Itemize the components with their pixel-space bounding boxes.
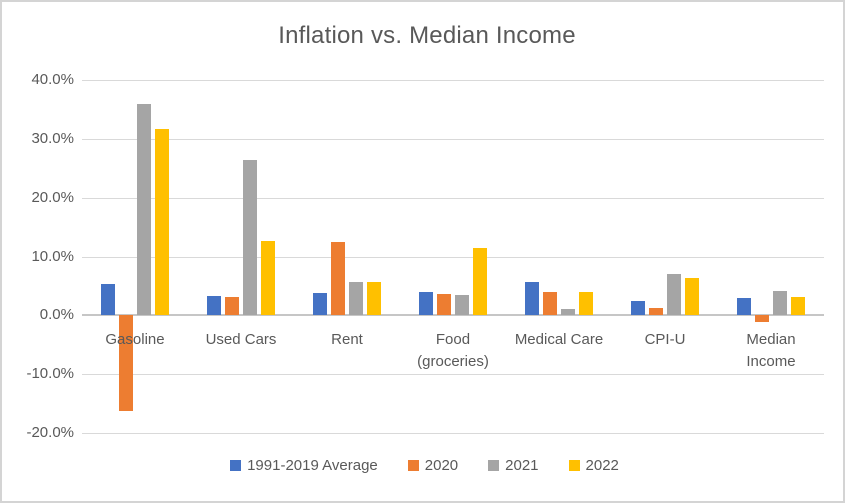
gridline [82,256,824,258]
bar [791,296,805,316]
bar [101,283,115,316]
bar [667,274,681,316]
y-tick-label: 40.0% [31,71,74,88]
bar [225,296,239,316]
legend-item: 2022 [568,457,619,474]
legend-label: 1991-2019 Average [247,457,378,474]
category-label: Food (groceries) [417,331,489,371]
gridline [82,80,824,81]
legend-item: 2021 [488,457,539,474]
gridline [82,138,824,140]
y-tick-label: 0.0% [39,306,74,324]
gridline [82,197,824,199]
bar [579,291,593,316]
gridline [82,433,824,434]
legend-item: 1991-2019 Average [230,457,378,474]
bar [243,160,257,316]
bar [543,291,557,316]
legend-label: 2022 [585,457,619,474]
bar [525,281,539,316]
bar [685,277,699,316]
bar [773,291,787,316]
bar [331,241,345,316]
legend-swatch-icon [568,460,580,471]
legend-item: 2020 [407,457,459,474]
bar [313,292,327,316]
bar [119,315,133,412]
y-tick-label: 10.0% [31,247,74,265]
bar [261,241,275,316]
legend-swatch-icon [230,460,242,471]
category-label: Used Cars [205,331,277,349]
legend-label: 2021 [505,457,539,474]
bar [737,298,751,316]
bar [207,295,221,316]
y-tick-label: -10.0% [26,365,74,383]
bar [419,292,433,316]
bar [755,315,769,322]
category-label: Rent [331,331,363,349]
chart-title: Inflation vs. Median Income [278,22,576,49]
category-label: Gasoline [105,331,165,349]
bar [561,308,575,316]
bar [137,103,151,316]
bar [437,294,451,316]
bar [455,294,469,316]
bar [649,307,663,316]
zero-axis-line [82,314,824,317]
legend-label: 2020 [424,457,459,474]
category-label: Medical Care [514,331,604,349]
bar [349,281,363,316]
y-tick-label: 30.0% [31,129,74,147]
bar [473,248,487,316]
legend-swatch-icon [488,460,500,471]
bar [631,301,645,316]
gridline [82,374,824,376]
y-tick-label: -20.0% [26,424,74,441]
category-label: CPI-U [644,331,686,349]
category-label: Median Income [746,331,796,371]
y-tick-label: 20.0% [31,188,74,206]
legend-swatch-icon [407,460,419,471]
bar [155,128,169,316]
legend: 1991-2019 Average 2020 2021 2022 [2,457,843,474]
bar [367,282,381,316]
